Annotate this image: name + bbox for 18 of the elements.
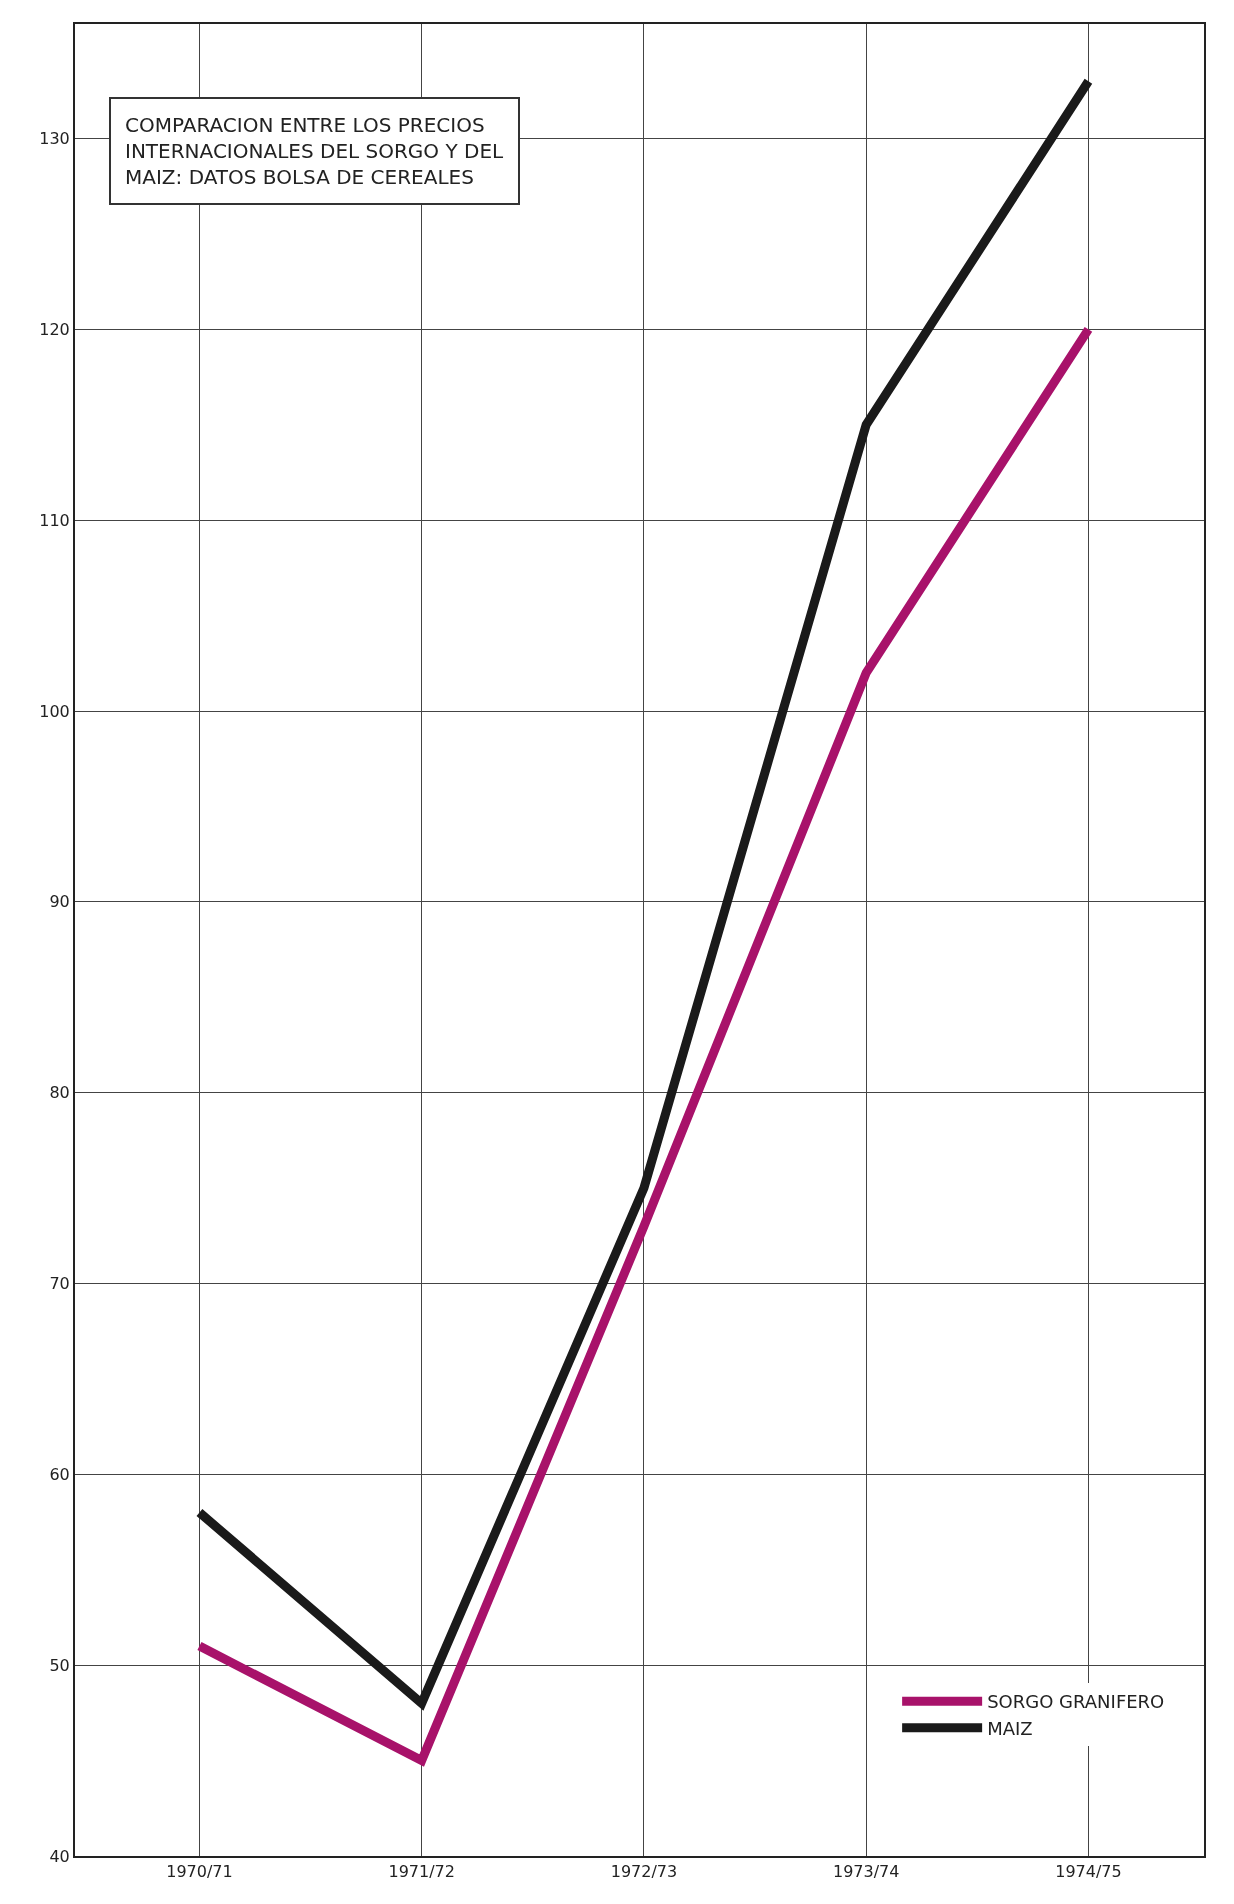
y-tick-label: 120 <box>39 319 70 339</box>
x-tick-label: 1972/73 <box>610 1862 678 1882</box>
legend-label: SORGO GRANIFERO <box>987 1691 1165 1713</box>
y-tick-label: 90 <box>49 892 70 912</box>
y-tick-label: 40 <box>49 1846 70 1866</box>
y-tick-label: 100 <box>39 701 70 721</box>
y-tick-label: 130 <box>39 129 70 149</box>
y-tick-label: 60 <box>49 1464 70 1484</box>
legend-label: MAIZ <box>987 1717 1033 1739</box>
y-tick-label: 70 <box>49 1274 70 1294</box>
y-tick-label: 80 <box>49 1083 70 1103</box>
x-tick-label: 1973/74 <box>832 1862 900 1882</box>
x-tick-label: 1970/71 <box>166 1862 233 1882</box>
y-tick-label: 50 <box>49 1655 70 1675</box>
text: COMPARACION ENTRE LOS PRECIOS INTERNACIONALES DEL SORGO Y DEL MAIZ: DATOS BOLSA DE CEREALES <box>125 113 505 189</box>
x-tick-label: 1971/72 <box>388 1862 455 1882</box>
x-tick-label: 1974/75 <box>1055 1862 1122 1882</box>
y-tick-label: 110 <box>39 510 70 530</box>
